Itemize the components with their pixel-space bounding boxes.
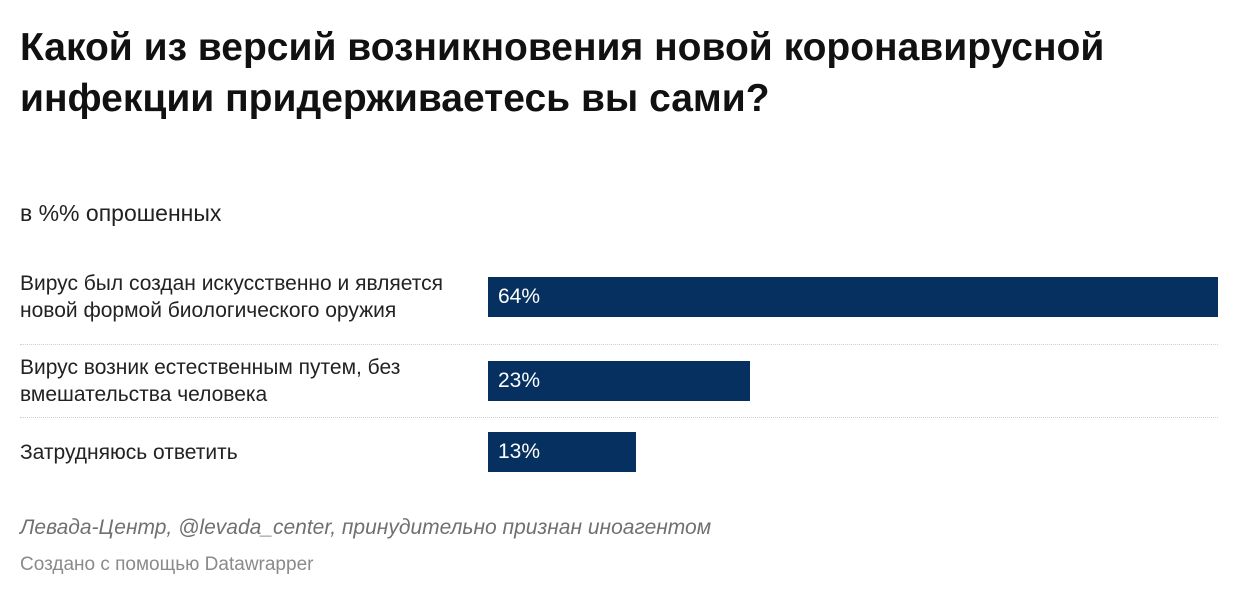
category-label: Затрудняюсь ответить	[20, 440, 238, 464]
bar	[488, 361, 751, 401]
bar-track: 64%	[488, 277, 1218, 317]
chart-subtitle: в %% опрошенных	[20, 200, 222, 226]
category-label: Вирус возник естественным путем, без вме…	[20, 356, 401, 406]
bar-track: 23%	[488, 361, 1218, 401]
bar-value-label: 64%	[498, 285, 541, 308]
bar	[488, 432, 637, 472]
datawrapper-credit: Создано с помощью Datawrapper	[20, 554, 314, 575]
bar-row: Вирус возник естественным путем, без вме…	[20, 345, 1218, 418]
bar-track: 13%	[488, 432, 1218, 472]
bar-value-label: 23%	[498, 369, 541, 392]
bar	[488, 277, 1218, 317]
chart-title: Какой из версий возникновения новой коро…	[20, 26, 1105, 120]
bar-row: Затрудняюсь ответить 13%	[20, 418, 1218, 486]
category-label: Вирус был создан искусственно и является…	[20, 272, 444, 322]
bar-value-label: 13%	[498, 440, 541, 463]
source-note: Левада-Центр, @levada_center, принудител…	[20, 516, 712, 539]
bar-row: Вирус был создан искусственно и является…	[20, 250, 1218, 345]
bar-chart: Вирус был создан искусственно и является…	[20, 250, 1218, 486]
